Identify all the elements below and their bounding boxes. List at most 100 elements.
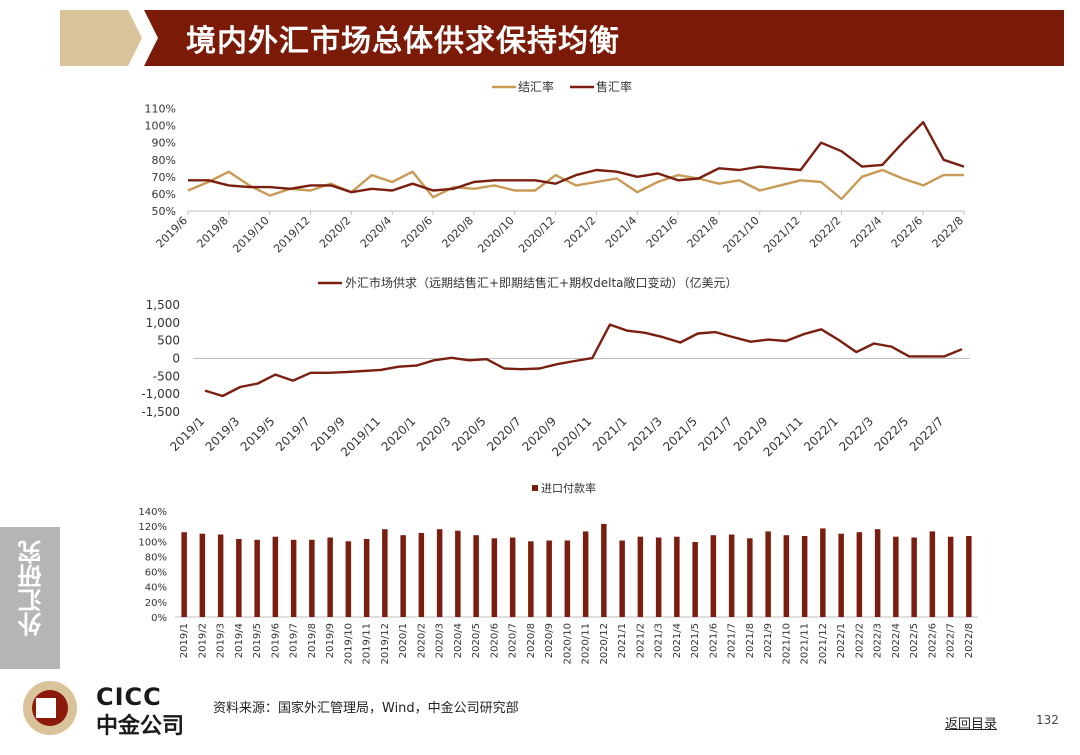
bar xyxy=(546,540,552,617)
x-tick-label: 2019/12 xyxy=(380,623,391,665)
bar xyxy=(747,538,753,617)
x-tick-label: 2021/2 xyxy=(635,623,646,658)
x-tick-label: 2021/10 xyxy=(720,214,762,256)
bar xyxy=(528,541,534,617)
x-tick-label: 2020/12 xyxy=(516,214,558,256)
x-tick-label: 2020/7 xyxy=(508,623,519,658)
y-tick-label: 20% xyxy=(145,598,167,609)
x-tick-label: 2022/7 xyxy=(907,414,947,454)
x-tick-label: 2022/1 xyxy=(836,623,847,658)
x-tick-label: 2019/7 xyxy=(289,623,300,658)
x-tick-label: 2019/8 xyxy=(194,214,231,251)
bar xyxy=(765,531,771,617)
x-tick-label: 2020/9 xyxy=(544,623,555,658)
x-tick-label: 2021/3 xyxy=(625,414,665,454)
x-tick-label: 2022/5 xyxy=(872,414,912,454)
x-tick-label: 2019/6 xyxy=(154,214,191,251)
bar xyxy=(801,536,808,617)
y-tick-label: 40% xyxy=(145,583,167,594)
bar xyxy=(491,538,498,617)
bar xyxy=(893,536,899,617)
bar xyxy=(619,540,625,617)
bar xyxy=(290,539,297,617)
x-tick-label: 2020/8 xyxy=(526,623,537,658)
y-tick-label: 1,000 xyxy=(146,316,180,330)
bar xyxy=(254,539,260,617)
x-tick-label: 2021/4 xyxy=(603,214,640,251)
x-tick-label: 2022/6 xyxy=(889,214,926,251)
bar xyxy=(455,530,461,617)
bar xyxy=(601,523,607,617)
legend-label-1: 结汇率 xyxy=(518,79,554,94)
x-tick-label: 2019/9 xyxy=(325,623,336,658)
bar xyxy=(637,536,644,617)
x-tick-label: 2021/12 xyxy=(761,214,803,256)
x-tick-label: 2019/7 xyxy=(273,414,313,454)
bar xyxy=(217,534,224,617)
bar xyxy=(309,539,315,617)
bar xyxy=(564,540,571,617)
x-tick-label: 2021/2 xyxy=(562,214,599,251)
bar xyxy=(363,539,370,617)
y-tick-label: 80% xyxy=(152,154,176,167)
y-tick-label: 90% xyxy=(152,137,176,150)
x-tick-label: 2020/5 xyxy=(449,414,489,454)
x-tick-label: 2021/8 xyxy=(745,623,756,658)
side-tab xyxy=(0,527,60,669)
x-tick-label: 2022/3 xyxy=(836,414,876,454)
x-tick-label: 2021/12 xyxy=(818,623,829,665)
y-tick-label: 100% xyxy=(145,120,176,133)
bar xyxy=(674,536,680,617)
x-tick-label: 2020/5 xyxy=(471,623,482,658)
x-tick-label: 2021/6 xyxy=(644,214,681,251)
bar xyxy=(199,533,206,617)
x-tick-label: 2019/5 xyxy=(238,414,278,454)
bar xyxy=(382,529,388,617)
chart-import-payment-rate: 140% 120% 100% 80% 60% 40% 20% 0% 2019/1 2019/2 20… xyxy=(138,481,978,665)
x-tick-label: 2019/12 xyxy=(271,214,313,256)
bar xyxy=(473,535,479,617)
x-tick-label: 2022/2 xyxy=(807,214,844,251)
bar xyxy=(710,535,717,617)
bar xyxy=(856,532,863,617)
x-tick-label: 2020/8 xyxy=(439,214,476,251)
cicc-logo-icon xyxy=(23,681,77,735)
bar xyxy=(181,532,187,617)
x-tick-label: 2022/5 xyxy=(909,623,920,658)
x-tick-label: 2021/8 xyxy=(685,214,722,251)
x-tick-label: 2022/6 xyxy=(927,623,938,658)
x-tick-label: 2019/1 xyxy=(179,623,190,658)
y-tick-label: -1,500 xyxy=(141,405,180,419)
bar xyxy=(418,533,425,617)
x-tick-label: 2020/11 xyxy=(581,623,592,665)
x-tick-label: 2021/4 xyxy=(672,623,683,658)
x-tick-label: 2020/10 xyxy=(562,623,573,665)
x-tick-label: 2022/1 xyxy=(801,414,841,454)
x-tick-label: 2022/2 xyxy=(854,623,865,658)
x-tick-label: 2020/4 xyxy=(453,623,464,658)
bar xyxy=(966,536,972,617)
y-tick-label: 0% xyxy=(151,613,167,624)
x-tick-label: 2021/9 xyxy=(763,623,774,658)
x-tick-label: 2019/4 xyxy=(234,623,245,658)
x-tick-label: 2019/2 xyxy=(197,623,208,658)
x-tick-label: 2021/10 xyxy=(781,623,792,665)
x-tick-label: 2020/3 xyxy=(414,414,454,454)
x-tick-label: 2019/11 xyxy=(362,623,373,665)
x-tick-label: 2020/10 xyxy=(475,214,517,256)
x-tick-label: 2022/4 xyxy=(891,623,902,658)
x-tick-label: 2020/1 xyxy=(398,623,409,658)
x-tick-label: 2020/2 xyxy=(317,214,354,251)
x-tick-label: 2019/3 xyxy=(203,414,243,454)
y-tick-label: 60% xyxy=(152,188,176,201)
y-tick-label: 60% xyxy=(145,568,167,579)
x-tick-label: 2020/6 xyxy=(399,214,436,251)
y-tick-label: 100% xyxy=(138,537,167,548)
bar xyxy=(783,535,790,617)
bar xyxy=(655,537,662,617)
x-tick-label: 2021/1 xyxy=(590,414,630,454)
x-tick-label: 2019/6 xyxy=(270,623,281,658)
back-to-contents-link[interactable]: 返回目录 xyxy=(945,717,998,732)
x-tick-label: 2021/6 xyxy=(708,623,719,658)
x-tick-label: 2020/1 xyxy=(379,414,419,454)
